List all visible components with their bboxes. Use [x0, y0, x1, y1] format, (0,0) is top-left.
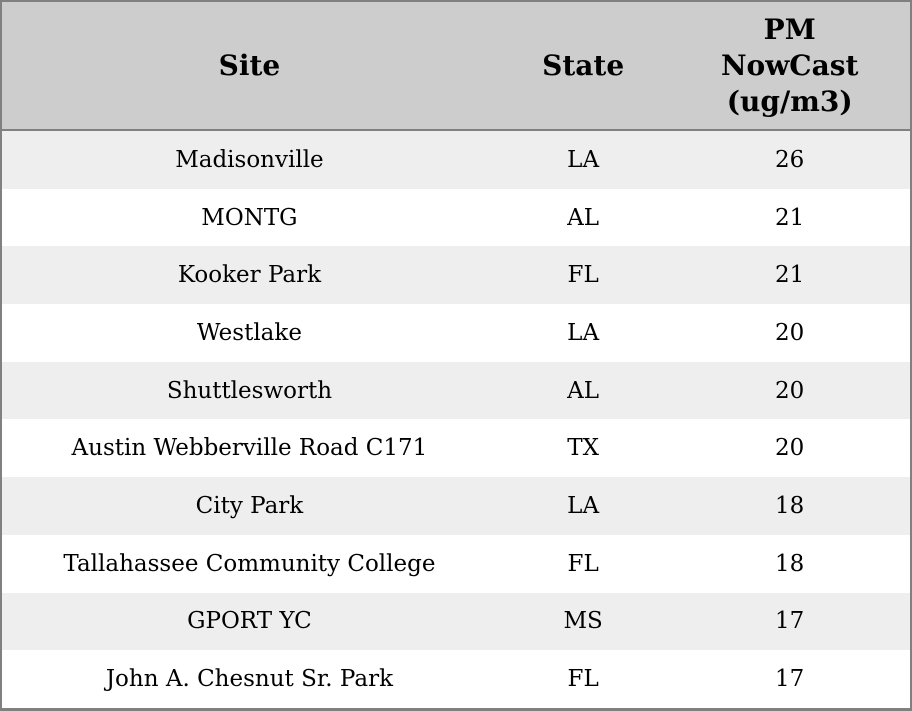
table-header: Site State PM NowCast (ug/m3) [2, 2, 910, 131]
header-row: Site State PM NowCast (ug/m3) [2, 2, 910, 131]
table-row: Austin Webberville Road C171 TX 20 [2, 419, 910, 478]
pm-cell: 20 [775, 435, 805, 462]
column-header-pm-nowcast: PM NowCast (ug/m3) [669, 2, 910, 131]
pm-cell: 20 [775, 377, 805, 404]
site-cell: Madisonville [175, 146, 324, 173]
table-row: GPORT YC MS 17 [2, 592, 910, 651]
table-row: Tallahassee Community College FL 18 [2, 534, 910, 593]
state-cell: LA [567, 492, 600, 519]
state-cell: FL [567, 262, 599, 289]
table-body: Madisonville LA 26 MONTG AL 21 Kooker Pa… [2, 130, 910, 708]
site-cell: GPORT YC [187, 608, 312, 635]
table-row: Kooker Park FL 21 [2, 246, 910, 305]
pm-header-line-3: (ug/m3) [726, 84, 853, 118]
state-cell: LA [567, 319, 600, 346]
site-cell: MONTG [201, 204, 298, 231]
state-cell: MS [563, 608, 603, 635]
pm-header-line-2: NowCast [720, 48, 859, 82]
table-row: Madisonville LA 26 [2, 130, 910, 189]
pm-cell: 20 [775, 319, 805, 346]
table-row: John A. Chesnut Sr. Park FL 17 [2, 650, 910, 708]
state-cell: AL [567, 204, 600, 231]
state-cell: FL [567, 550, 599, 577]
column-header-state: State [496, 2, 670, 131]
pm-header-line-1: PM [763, 12, 816, 46]
state-cell: AL [567, 377, 600, 404]
pm-cell: 17 [775, 666, 805, 693]
site-cell: Tallahassee Community College [63, 550, 436, 577]
pm-cell: 18 [775, 550, 805, 577]
site-cell: Westlake [196, 319, 302, 346]
column-header-site: Site [2, 2, 497, 131]
site-cell: Austin Webberville Road C171 [71, 435, 428, 462]
site-cell: Shuttlesworth [166, 377, 333, 404]
pm-cell: 18 [775, 492, 805, 519]
table-row: Shuttlesworth AL 20 [2, 361, 910, 420]
state-cell: LA [567, 146, 600, 173]
state-cell: FL [567, 666, 599, 693]
pm-cell: 26 [775, 146, 805, 173]
site-cell: Kooker Park [177, 262, 322, 289]
site-cell: John A. Chesnut Sr. Park [105, 666, 394, 693]
pm-cell: 21 [775, 204, 805, 231]
pm-cell: 21 [775, 262, 805, 289]
table-row: City Park LA 18 [2, 477, 910, 535]
pm-cell: 17 [775, 608, 805, 635]
table-row: MONTG AL 21 [2, 188, 910, 247]
state-cell: TX [567, 435, 599, 462]
table-row: Westlake LA 20 [2, 304, 910, 362]
site-cell: City Park [195, 492, 304, 519]
